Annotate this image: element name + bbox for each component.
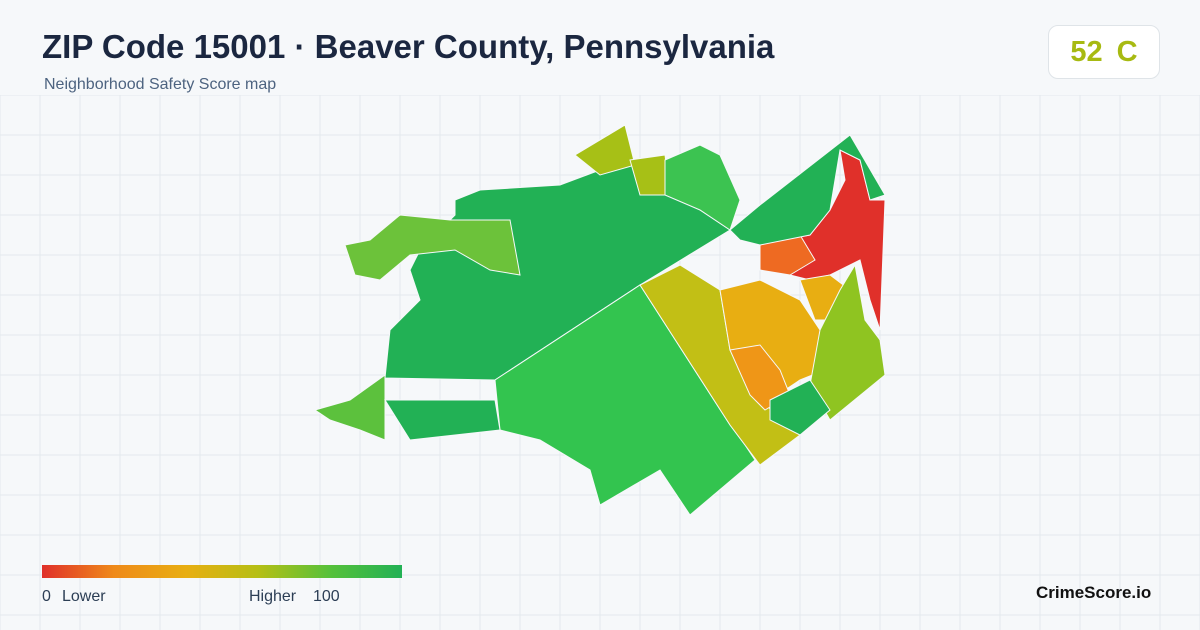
legend-max-label: Higher bbox=[249, 588, 297, 605]
region bbox=[384, 399, 501, 441]
score: 52 bbox=[1070, 35, 1103, 68]
region bbox=[729, 134, 886, 246]
score-badge: 52 C bbox=[1048, 25, 1160, 79]
region bbox=[809, 263, 886, 421]
legend-min-label: Lower bbox=[62, 588, 106, 605]
region bbox=[769, 379, 831, 436]
subtitle: Neighborhood Safety Score map bbox=[44, 76, 277, 93]
region bbox=[664, 144, 741, 231]
legend-gradient bbox=[42, 565, 402, 578]
grade: C bbox=[1116, 35, 1138, 68]
region bbox=[313, 374, 386, 441]
legend-min: 0 bbox=[42, 588, 51, 605]
title: ZIP Code 15001 · Beaver County, Pennsylv… bbox=[42, 28, 775, 65]
region bbox=[344, 214, 521, 281]
region bbox=[574, 124, 636, 176]
legend-max: 100 bbox=[313, 588, 340, 605]
brand: CrimeScore.io bbox=[1036, 583, 1152, 602]
